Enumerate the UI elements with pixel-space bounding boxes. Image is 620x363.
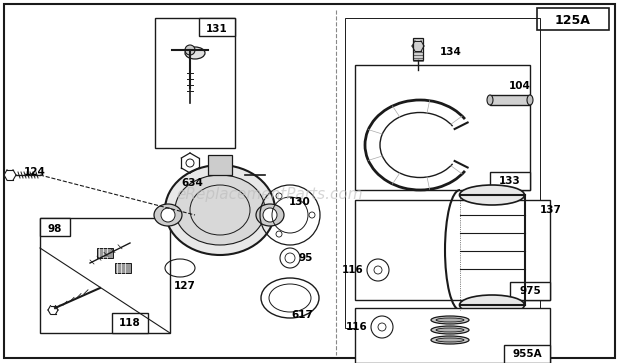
Ellipse shape: [185, 47, 205, 59]
Ellipse shape: [436, 328, 464, 332]
Bar: [199, 18, 235, 36]
Text: 955A: 955A: [512, 349, 542, 359]
Ellipse shape: [256, 204, 284, 226]
Text: 116: 116: [342, 265, 364, 275]
Ellipse shape: [431, 336, 469, 344]
Bar: [208, 155, 232, 175]
Bar: [112, 313, 148, 333]
Bar: [115, 263, 131, 273]
Ellipse shape: [436, 318, 464, 322]
Bar: [40, 218, 70, 236]
Bar: [537, 8, 609, 30]
Text: 131: 131: [206, 24, 228, 34]
Ellipse shape: [487, 95, 493, 105]
Circle shape: [161, 208, 175, 222]
Ellipse shape: [175, 175, 265, 245]
Text: eReplacementParts.com: eReplacementParts.com: [177, 188, 363, 203]
Ellipse shape: [436, 338, 464, 342]
Bar: [490, 95, 530, 105]
Text: 634: 634: [181, 178, 203, 188]
Text: 134: 134: [440, 47, 462, 57]
Bar: [155, 18, 235, 148]
Text: 125A: 125A: [555, 15, 591, 28]
Bar: [97, 248, 113, 258]
Text: 118: 118: [119, 318, 141, 328]
Text: 133: 133: [499, 176, 521, 186]
Bar: [40, 218, 170, 333]
Ellipse shape: [165, 165, 275, 255]
Ellipse shape: [154, 204, 182, 226]
Bar: [355, 308, 550, 363]
Text: 116: 116: [346, 322, 368, 332]
Bar: [345, 18, 540, 328]
Text: 95: 95: [299, 253, 313, 263]
Bar: [413, 38, 423, 60]
Ellipse shape: [459, 295, 525, 315]
Bar: [355, 200, 550, 300]
Text: 137: 137: [540, 205, 562, 215]
Text: 127: 127: [174, 281, 196, 291]
Circle shape: [263, 208, 277, 222]
Ellipse shape: [431, 316, 469, 324]
Bar: [504, 345, 550, 363]
Bar: [490, 172, 530, 190]
Text: 104: 104: [509, 81, 531, 91]
Text: 617: 617: [291, 310, 313, 320]
Bar: [510, 282, 550, 300]
Text: 975: 975: [519, 286, 541, 296]
Text: 124: 124: [24, 167, 46, 177]
Ellipse shape: [527, 95, 533, 105]
Circle shape: [185, 45, 195, 55]
Text: 98: 98: [48, 224, 62, 234]
Bar: [355, 65, 530, 190]
Text: 130: 130: [289, 197, 311, 207]
Ellipse shape: [459, 185, 525, 205]
Ellipse shape: [431, 326, 469, 334]
